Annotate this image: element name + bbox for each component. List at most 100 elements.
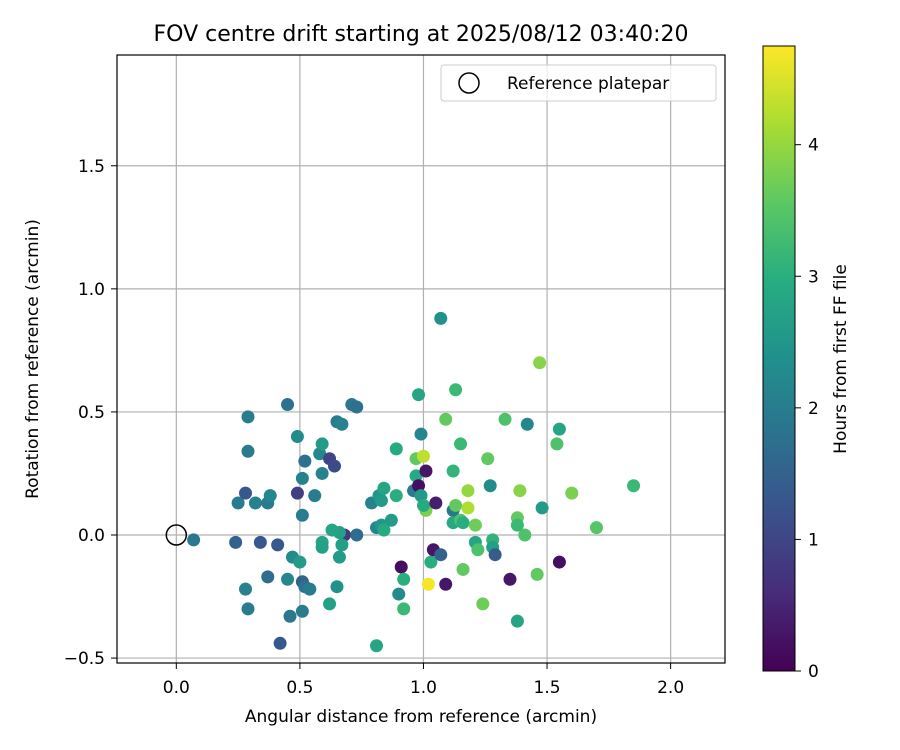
colorbar-ticks: 0 1 2 3 4 xyxy=(795,136,819,682)
data-point xyxy=(315,437,329,451)
data-point xyxy=(565,486,579,500)
data-point xyxy=(535,501,549,515)
data-point xyxy=(330,580,344,594)
data-point xyxy=(335,538,349,552)
chart-title: FOV centre drift starting at 2025/08/12 … xyxy=(154,22,689,47)
data-point xyxy=(439,577,453,591)
data-point xyxy=(295,604,309,618)
colorbar-tick-label: 2 xyxy=(808,399,819,419)
data-point xyxy=(424,555,438,569)
data-point xyxy=(384,513,398,527)
data-point xyxy=(263,489,277,503)
data-point xyxy=(483,479,497,493)
data-point xyxy=(187,533,201,547)
data-point xyxy=(550,437,564,451)
data-point xyxy=(315,466,329,480)
data-point xyxy=(416,498,430,512)
data-point xyxy=(449,383,463,397)
colorbar-tick-label: 4 xyxy=(808,136,819,156)
data-point xyxy=(510,518,524,532)
legend-entry-reference-platepar: Reference platepar xyxy=(507,74,669,94)
data-point xyxy=(350,528,364,542)
data-point xyxy=(281,572,295,586)
data-point xyxy=(253,535,267,549)
data-point xyxy=(419,464,433,478)
data-point xyxy=(377,523,391,537)
data-point xyxy=(397,572,411,586)
data-point xyxy=(315,540,329,554)
data-point xyxy=(283,609,297,623)
axis-ticks: 0.0 0.5 1.0 1.5 2.0 −0.5 0.0 0.5 1.0 1.5 xyxy=(64,157,684,698)
colorbar-tick-label: 1 xyxy=(808,530,819,550)
data-point xyxy=(308,489,322,503)
data-point xyxy=(471,543,485,557)
colorbar-tick-label: 3 xyxy=(808,267,819,287)
data-point xyxy=(416,449,430,463)
data-point xyxy=(454,437,468,451)
legend-box xyxy=(440,64,717,102)
x-tick-label: 1.5 xyxy=(534,678,561,698)
data-point xyxy=(323,597,337,611)
data-point xyxy=(397,602,411,616)
data-point xyxy=(498,412,512,426)
data-point xyxy=(293,555,307,569)
data-point xyxy=(295,471,309,485)
data-point xyxy=(281,398,295,412)
y-tick-label: 1.0 xyxy=(78,280,105,300)
reference-platepar-marker xyxy=(165,524,188,546)
data-point xyxy=(377,481,391,495)
data-point xyxy=(241,444,255,458)
data-point xyxy=(589,521,603,535)
data-point xyxy=(261,570,275,584)
data-point xyxy=(394,560,408,574)
data-point xyxy=(241,602,255,616)
y-axis-label: Rotation from reference (arcmin) xyxy=(23,219,43,499)
data-point xyxy=(271,538,285,552)
data-point xyxy=(350,400,364,414)
data-point xyxy=(248,496,262,510)
data-point xyxy=(429,496,443,510)
data-points xyxy=(165,311,641,653)
data-point xyxy=(332,550,346,564)
x-tick-label: 0.0 xyxy=(163,678,190,698)
data-point xyxy=(488,548,502,562)
data-point xyxy=(370,639,384,653)
y-tick-label: −0.5 xyxy=(64,649,105,669)
data-point xyxy=(552,555,566,569)
data-point xyxy=(627,479,641,493)
data-point xyxy=(513,484,527,498)
colorbar: 0 1 2 3 4 Hours from first FF file xyxy=(762,45,851,682)
x-axis-label: Angular distance from reference (arcmin) xyxy=(245,707,597,727)
data-point xyxy=(229,535,243,549)
data-point xyxy=(414,489,428,503)
data-point xyxy=(449,498,463,512)
data-point xyxy=(389,442,403,456)
colorbar-label: Hours from first FF file xyxy=(831,264,851,454)
data-point xyxy=(273,636,287,650)
data-point xyxy=(434,548,448,562)
x-tick-label: 2.0 xyxy=(657,678,684,698)
data-point xyxy=(434,311,448,325)
data-point xyxy=(412,479,426,493)
colorbar-gradient xyxy=(762,45,796,672)
data-point xyxy=(552,422,566,436)
data-point xyxy=(461,484,475,498)
data-point xyxy=(412,388,426,402)
data-point xyxy=(476,597,490,611)
grid-lines xyxy=(117,55,725,663)
data-point xyxy=(503,572,517,586)
data-point xyxy=(241,410,255,424)
colorbar-tick-label: 0 xyxy=(808,662,819,682)
data-point xyxy=(439,412,453,426)
data-point xyxy=(456,562,470,576)
data-point xyxy=(414,427,428,441)
data-point xyxy=(325,523,339,537)
y-tick-label: 0.0 xyxy=(78,526,105,546)
data-point xyxy=(231,496,245,510)
data-point xyxy=(520,417,534,431)
data-point xyxy=(295,508,309,522)
data-point xyxy=(335,417,349,431)
legend-marker-circle-icon xyxy=(458,72,480,94)
data-point xyxy=(409,469,423,483)
